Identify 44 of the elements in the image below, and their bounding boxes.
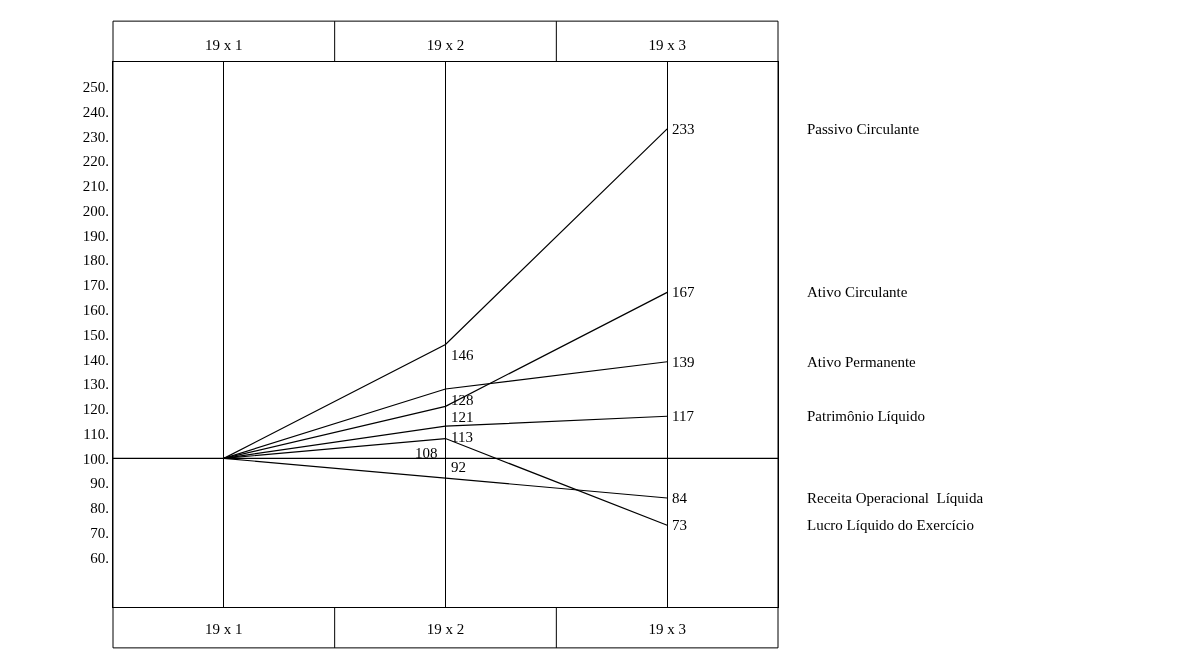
y-tick-label: 110.	[83, 425, 109, 442]
category-label: 19 x 1	[205, 621, 243, 637]
text: Ativo Permanente	[807, 354, 917, 370]
y-tick-label: 100.	[82, 450, 109, 467]
y-tick-label: 230.	[82, 128, 109, 145]
data-label: 233	[672, 121, 695, 137]
y-tick-label: 60.	[90, 549, 109, 566]
data-label: 167	[672, 284, 695, 300]
y-tick-label: 160.	[82, 301, 109, 318]
y-tick-label: 180.	[82, 252, 109, 269]
data-label: 146	[451, 347, 474, 363]
data-label: 121	[451, 409, 474, 425]
data-label: 113	[451, 429, 473, 445]
y-tick-label: 210.	[82, 178, 109, 195]
data-label: 73	[672, 517, 687, 533]
y-tick-label: 220.	[82, 153, 109, 170]
y-tick-label: 140.	[82, 351, 109, 368]
y-tick-label: 80.	[90, 500, 109, 517]
y-tick-label: 70.	[90, 524, 109, 541]
text: Passivo Circulante	[807, 121, 920, 137]
category-label: 19 x 2	[426, 621, 465, 637]
y-tick-label: 170.	[82, 277, 109, 294]
data-label: 108	[415, 445, 438, 461]
y-tick-label: 90.	[90, 475, 109, 492]
y-tick-label: 240.	[82, 103, 109, 120]
text: Patrimônio Líquido	[807, 408, 925, 424]
data-label: 92	[451, 459, 466, 475]
y-tick-label: 120.	[82, 401, 109, 418]
y-tick-label: 250.	[82, 79, 109, 96]
data-label: 139	[672, 354, 695, 370]
text: Ativo Circulante	[807, 284, 908, 300]
y-tick-label: 200.	[82, 202, 109, 219]
data-label: 128	[451, 392, 474, 408]
y-tick-label: 150.	[82, 326, 109, 343]
data-label: 117	[672, 408, 695, 424]
text: Receita Operacional Líquida	[807, 490, 984, 506]
text: Lucro Líquido do Exercício	[807, 517, 975, 533]
x-tick-label: 19 x 2	[426, 37, 465, 53]
x-tick-label: 19 x 1	[205, 37, 243, 53]
category-label: 19 x 3	[648, 621, 686, 637]
y-tick-label: 130.	[82, 376, 109, 393]
x-tick-label: 19 x 3	[648, 37, 686, 53]
data-label: 84	[672, 490, 688, 506]
y-tick-label: 190.	[82, 227, 109, 244]
